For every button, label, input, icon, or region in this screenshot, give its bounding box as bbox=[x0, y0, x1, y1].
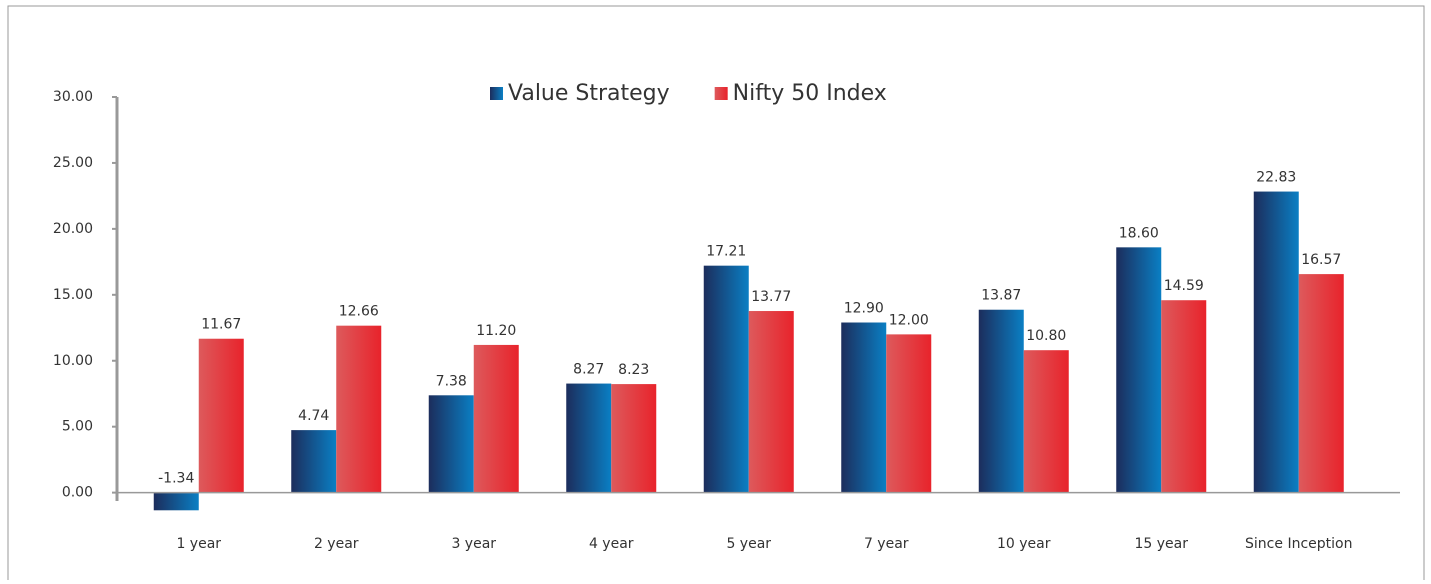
bar bbox=[748, 311, 794, 493]
data-label: 17.21 bbox=[706, 244, 746, 260]
bar bbox=[1298, 274, 1344, 493]
bar bbox=[198, 338, 244, 493]
x-tick-label: 10 year bbox=[997, 536, 1051, 552]
bar bbox=[841, 322, 887, 493]
data-label: 12.90 bbox=[844, 301, 884, 317]
y-tick-label: 10.00 bbox=[53, 353, 93, 369]
frame bbox=[7, 5, 1425, 584]
data-label: 22.83 bbox=[1256, 170, 1296, 186]
bar bbox=[1116, 247, 1162, 493]
data-label: 14.59 bbox=[1164, 278, 1204, 294]
x-tick-label: 5 year bbox=[726, 536, 771, 552]
data-label: 13.77 bbox=[751, 289, 791, 305]
legend-swatch bbox=[714, 87, 728, 100]
x-tick-label: 15 year bbox=[1135, 536, 1189, 552]
y-tick-label: 30.00 bbox=[53, 89, 93, 105]
x-tick-label: 4 year bbox=[589, 536, 634, 552]
bar bbox=[291, 430, 337, 493]
data-label: 11.20 bbox=[476, 323, 516, 339]
data-label: 12.00 bbox=[889, 312, 929, 328]
x-tick-label: 2 year bbox=[314, 536, 359, 552]
legend-swatch bbox=[490, 87, 503, 100]
bar bbox=[566, 383, 612, 493]
x-tick-label: 3 year bbox=[451, 536, 496, 552]
bar bbox=[886, 334, 932, 493]
data-label: 11.67 bbox=[201, 317, 241, 333]
data-label: 7.38 bbox=[436, 373, 467, 389]
y-tick-label: 15.00 bbox=[53, 287, 93, 303]
bar bbox=[978, 309, 1024, 493]
data-label: 12.66 bbox=[339, 304, 379, 320]
bar bbox=[1253, 191, 1299, 493]
y-tick-label: 5.00 bbox=[62, 419, 93, 435]
legend-label: Nifty 50 Index bbox=[733, 81, 887, 106]
data-label: 10.80 bbox=[1026, 328, 1066, 344]
x-tick-label: 1 year bbox=[176, 536, 221, 552]
legend-label: Value Strategy bbox=[508, 81, 670, 106]
data-label: -1.34 bbox=[158, 471, 194, 487]
bar bbox=[703, 265, 749, 493]
bar bbox=[428, 395, 474, 493]
bar bbox=[611, 384, 657, 493]
bar bbox=[1023, 350, 1069, 493]
y-tick-label: 0.00 bbox=[62, 485, 93, 501]
y-tick-label: 20.00 bbox=[53, 221, 93, 237]
x-tick-label: Since Inception bbox=[1245, 536, 1352, 552]
bar bbox=[153, 492, 199, 511]
bar bbox=[473, 344, 519, 493]
data-label: 13.87 bbox=[981, 288, 1021, 304]
data-label: 4.74 bbox=[298, 408, 329, 424]
bar bbox=[336, 325, 382, 493]
data-label: 16.57 bbox=[1301, 252, 1341, 268]
bar bbox=[1161, 300, 1207, 493]
data-label: 8.23 bbox=[618, 362, 649, 378]
data-label: 18.60 bbox=[1119, 225, 1159, 241]
x-tick-label: 7 year bbox=[864, 536, 909, 552]
y-tick-label: 25.00 bbox=[53, 155, 93, 171]
data-label: 8.27 bbox=[573, 362, 604, 378]
